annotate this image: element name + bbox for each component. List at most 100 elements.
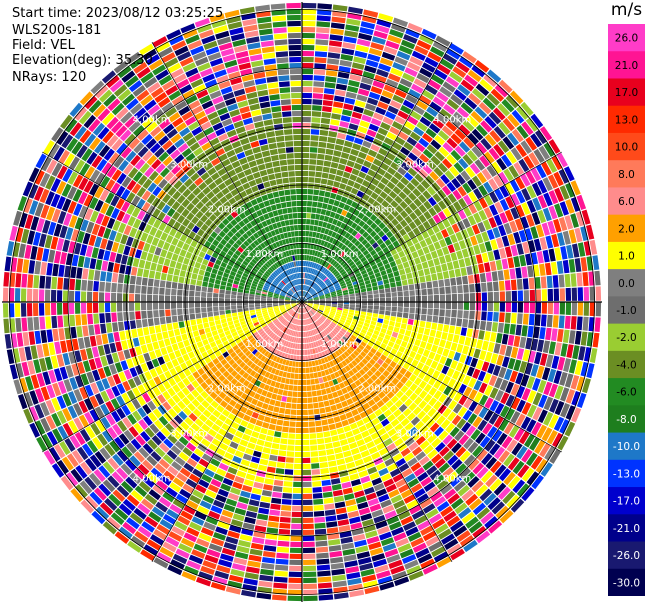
velocity-gate (404, 398, 413, 407)
velocity-gate (543, 411, 554, 426)
velocity-gate (422, 403, 432, 414)
velocity-gate (217, 343, 225, 350)
velocity-gate (158, 496, 172, 508)
velocity-gate (57, 315, 64, 328)
velocity-gate (423, 429, 433, 440)
velocity-gate (427, 302, 434, 309)
velocity-gate (260, 427, 268, 435)
velocity-gate (310, 255, 314, 262)
velocity-gate (401, 468, 413, 478)
velocity-gate (403, 290, 409, 297)
velocity-gate (345, 185, 353, 193)
velocity-gate (349, 296, 356, 300)
velocity-gate (498, 468, 512, 482)
velocity-gate (483, 492, 497, 506)
velocity-gate (382, 369, 390, 378)
velocity-gate (419, 255, 427, 263)
velocity-gate (214, 433, 224, 442)
velocity-gate (465, 425, 477, 437)
velocity-gate (503, 471, 516, 486)
velocity-gate (309, 310, 314, 316)
velocity-gate (287, 589, 302, 596)
velocity-gate (437, 63, 451, 75)
velocity-gate (201, 453, 212, 463)
velocity-gate (530, 133, 543, 148)
velocity-gate (322, 425, 330, 432)
velocity-gate (387, 34, 402, 44)
velocity-gate (162, 541, 177, 553)
velocity-gate (298, 373, 302, 380)
velocity-gate (289, 354, 294, 361)
velocity-gate (347, 234, 355, 242)
velocity-gate (334, 384, 341, 391)
velocity-gate (461, 248, 470, 258)
velocity-gate (372, 344, 380, 351)
velocity-gate (342, 146, 352, 154)
velocity-gate (299, 307, 302, 313)
velocity-gate (223, 362, 231, 370)
velocity-gate (261, 556, 276, 564)
velocity-gate (99, 447, 111, 461)
velocity-gate (157, 256, 165, 265)
velocity-gate (358, 278, 364, 284)
velocity-gate (219, 289, 225, 294)
velocity-gate (20, 303, 27, 317)
velocity-gate (351, 229, 358, 237)
velocity-gate (208, 543, 223, 553)
velocity-gate (24, 376, 34, 391)
velocity-gate (159, 546, 174, 558)
velocity-gate (342, 326, 348, 331)
velocity-gate (151, 506, 165, 518)
velocity-gate (307, 299, 313, 301)
velocity-gate (205, 266, 213, 273)
velocity-gate (410, 265, 417, 273)
velocity-gate (489, 129, 502, 143)
velocity-gate (104, 192, 115, 204)
velocity-gate (225, 355, 233, 362)
velocity-gate (414, 242, 422, 251)
velocity-gate (483, 151, 495, 164)
velocity-gate (281, 326, 286, 332)
velocity-gate (314, 314, 320, 319)
velocity-gate (439, 294, 446, 302)
velocity-gate (122, 417, 133, 429)
velocity-gate (353, 340, 360, 347)
velocity-gate (271, 412, 279, 419)
velocity-gate (42, 343, 50, 357)
velocity-gate (169, 336, 177, 345)
velocity-gate (328, 324, 334, 330)
velocity-gate (443, 396, 453, 407)
velocity-gate (496, 237, 504, 249)
velocity-gate (280, 510, 292, 517)
velocity-gate (389, 320, 396, 327)
velocity-gate (553, 171, 564, 187)
velocity-gate (67, 171, 79, 185)
velocity-gate (408, 313, 415, 320)
velocity-gate (217, 354, 225, 362)
velocity-gate (313, 244, 318, 250)
velocity-gate (336, 389, 344, 397)
velocity-gate (418, 137, 430, 148)
velocity-gate (303, 319, 306, 325)
velocity-gate (505, 291, 512, 302)
velocity-gate (326, 448, 335, 456)
velocity-gate (325, 442, 333, 450)
velocity-gate (167, 408, 178, 418)
velocity-gate (69, 278, 76, 291)
velocity-gate (344, 239, 351, 246)
velocity-gate (62, 239, 70, 253)
velocity-gate (393, 156, 404, 166)
velocity-gate (213, 473, 224, 483)
velocity-gate (303, 577, 317, 584)
velocity-gate (343, 275, 350, 281)
velocity-gate (498, 224, 507, 237)
velocity-gate (332, 352, 338, 359)
velocity-gate (94, 186, 105, 199)
velocity-gate (303, 291, 305, 297)
velocity-gate (253, 365, 260, 372)
velocity-gate (418, 168, 429, 179)
velocity-gate (183, 257, 190, 265)
velocity-gate (302, 445, 310, 452)
velocity-gate (27, 230, 36, 245)
velocity-gate (373, 187, 383, 195)
